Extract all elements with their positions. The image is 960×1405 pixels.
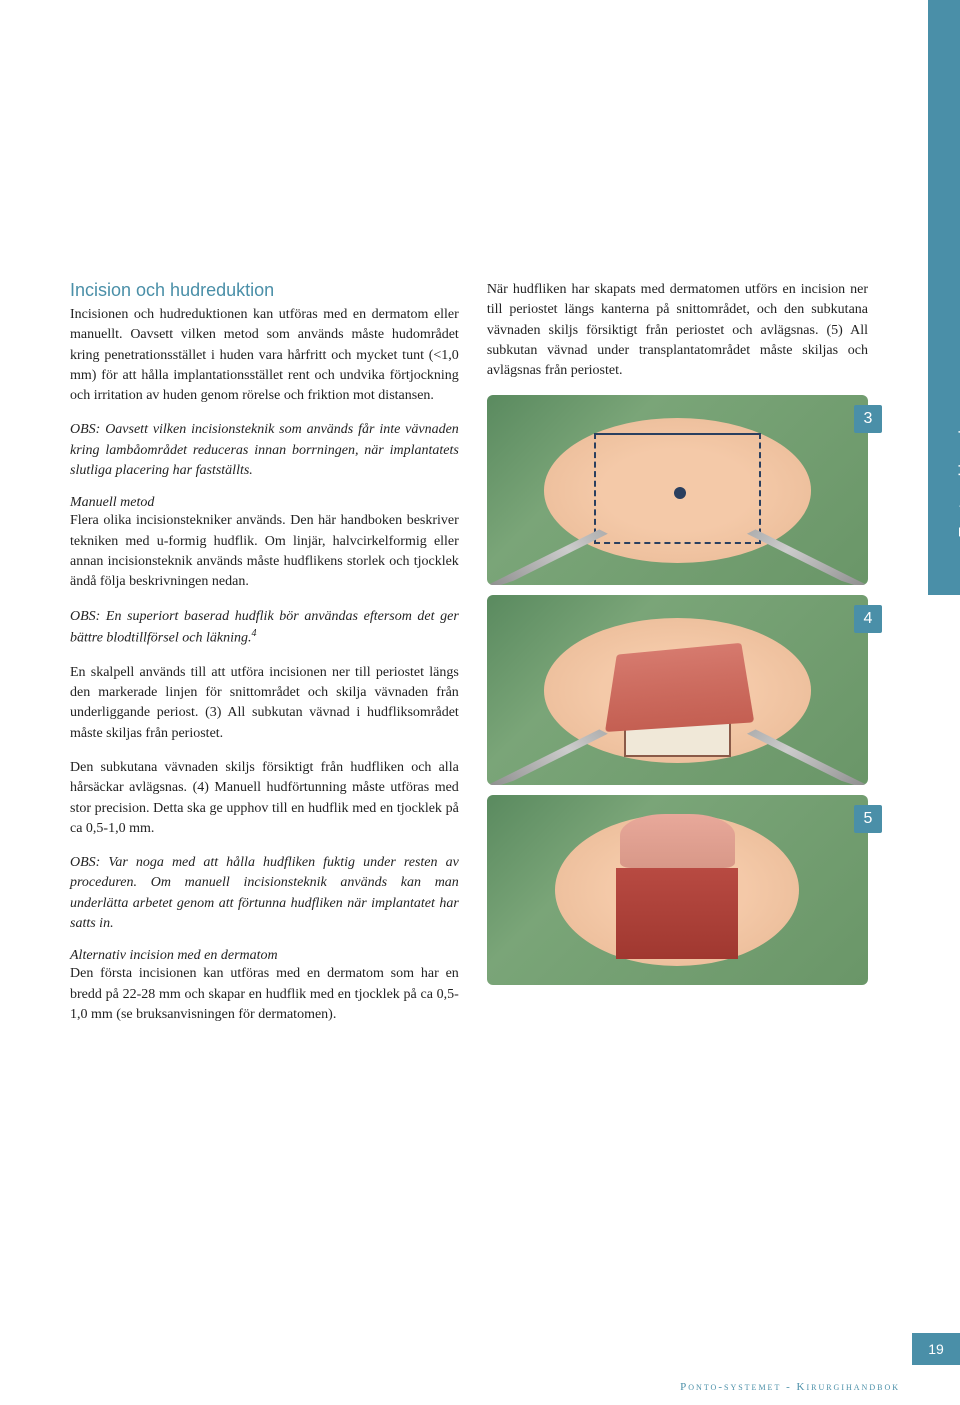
figure-4: 4 <box>487 595 868 785</box>
figure-5-badge: 5 <box>854 805 882 833</box>
reference-4: 4 <box>251 628 256 639</box>
content-columns: Incision och hudreduktion Incisionen och… <box>70 280 900 1039</box>
side-tab-label: Enstegskirurgi <box>956 430 960 538</box>
left-column: Incision och hudreduktion Incisionen och… <box>70 280 459 1039</box>
figure-3-implant-dot <box>674 487 686 499</box>
right-column: När hudfliken har skapats med dermatomen… <box>487 280 900 1039</box>
figure-5-tissue <box>616 868 738 959</box>
figure-5-image <box>487 795 868 985</box>
subcutaneous-paragraph: Den subkutana vävnaden skiljs försiktigt… <box>70 758 459 839</box>
footer-text: Ponto-systemet - Kirurgihandbok <box>680 1381 900 1393</box>
alternative-paragraph: Den första incisionen kan utföras med en… <box>70 964 459 1025</box>
figure-5-flap <box>620 814 734 867</box>
figure-5: 5 <box>487 795 868 985</box>
figure-4-flap <box>605 643 755 732</box>
section-title: Incision och hudreduktion <box>70 280 459 301</box>
page-number: 19 <box>912 1333 960 1365</box>
obs-note-2-text: OBS: En superiort baserad hudflik bör an… <box>70 609 459 646</box>
page: Enstegskirurgi Incision och hudreduktion… <box>0 0 960 1405</box>
alternative-incision-heading: Alternativ incision med en dermatom <box>70 948 459 964</box>
intro-paragraph: Incisionen och hudreduktionen kan utföra… <box>70 305 459 406</box>
manual-method-heading: Manuell metod <box>70 495 459 511</box>
manual-method-paragraph: Flera olika incisionstekniker används. D… <box>70 511 459 592</box>
figure-4-badge: 4 <box>854 605 882 633</box>
obs-note-2: OBS: En superiort baserad hudflik bör an… <box>70 607 459 649</box>
figure-3-image <box>487 395 868 585</box>
dermatome-paragraph: När hudfliken har skapats med dermatomen… <box>487 280 868 381</box>
obs-note-1: OBS: Oavsett vilken incisionsteknik som … <box>70 420 459 481</box>
scalpel-paragraph: En skalpell används till att utföra inci… <box>70 663 459 744</box>
obs-note-3: OBS: Var noga med att hålla hudfliken fu… <box>70 853 459 934</box>
figure-3: 3 <box>487 395 868 585</box>
figure-3-badge: 3 <box>854 405 882 433</box>
figure-4-image <box>487 595 868 785</box>
